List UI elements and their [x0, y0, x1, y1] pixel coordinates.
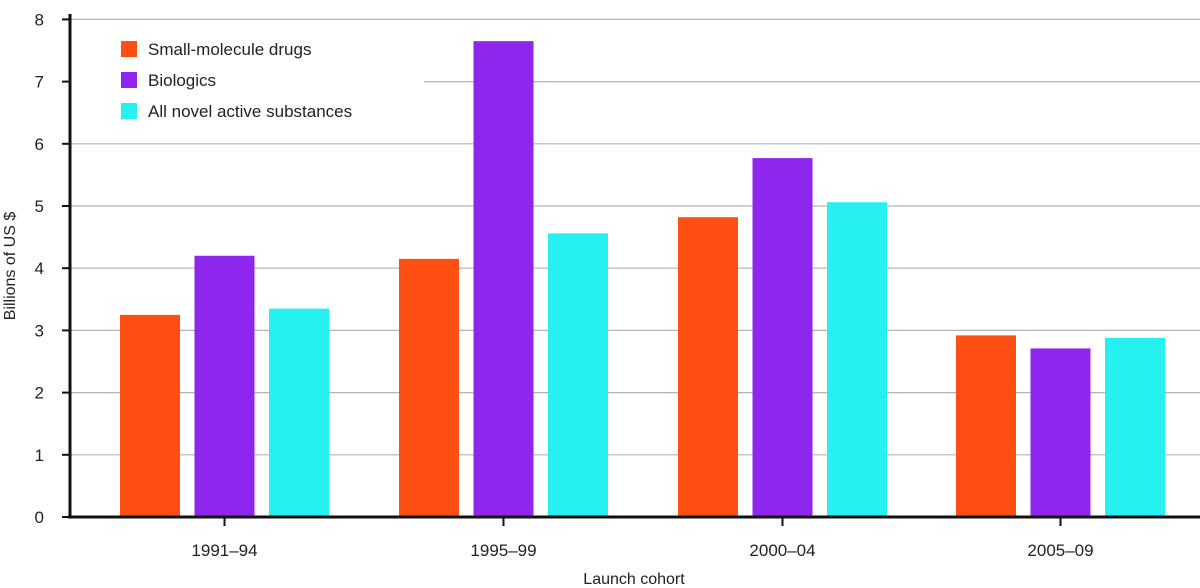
x-axis-label: Launch cohort: [583, 571, 685, 588]
bars: [120, 41, 1165, 518]
bar-biologics-1: [473, 41, 534, 518]
y-axis-label: Billions of US $: [2, 212, 19, 321]
y-tick-label: 1: [35, 446, 44, 465]
bar-all-novel-active-substances-0: [269, 308, 329, 517]
legend-swatch: [121, 103, 137, 119]
legend-swatch: [121, 41, 137, 57]
bar-biologics-2: [752, 158, 813, 517]
bar-biologics-0: [194, 255, 255, 517]
legend-label: Small-molecule drugs: [148, 40, 311, 59]
y-tick-label: 5: [35, 197, 44, 216]
legend-label: All novel active substances: [148, 102, 352, 121]
legend: Small-molecule drugs Biologics All novel a…: [121, 40, 352, 121]
x-ticks: 1991–94 1995–99 2000–04 2005–09: [191, 517, 1094, 560]
bar-all-novel-active-substances-3: [1105, 337, 1165, 517]
bar-small-molecule-drugs-0: [120, 314, 180, 517]
gridlines: [70, 18, 1200, 456]
bar-biologics-3: [1030, 348, 1091, 517]
y-tick-label: 7: [35, 73, 44, 92]
bar-all-novel-active-substances-1: [548, 233, 608, 518]
legend-label: Biologics: [148, 71, 216, 90]
y-tick-label: 4: [35, 259, 44, 278]
bar-small-molecule-drugs-1: [399, 258, 459, 517]
y-tick-label: 0: [35, 508, 44, 527]
y-ticks: 0 1 2 3 4 5 6 7 8: [35, 10, 70, 527]
y-tick-label: 6: [35, 135, 44, 154]
x-tick-label: 2000–04: [749, 541, 815, 560]
y-tick-label: 3: [35, 321, 44, 340]
legend-swatch: [121, 72, 137, 88]
x-tick-label: 2005–09: [1027, 541, 1093, 560]
x-tick-label: 1995–99: [470, 541, 536, 560]
x-tick-label: 1991–94: [191, 541, 257, 560]
bar-small-molecule-drugs-2: [678, 217, 738, 518]
y-tick-label: 2: [35, 384, 44, 403]
bar-small-molecule-drugs-3: [956, 335, 1016, 517]
y-tick-label: 8: [35, 10, 44, 29]
bar-all-novel-active-substances-2: [827, 202, 887, 517]
axes: [68, 14, 1200, 519]
